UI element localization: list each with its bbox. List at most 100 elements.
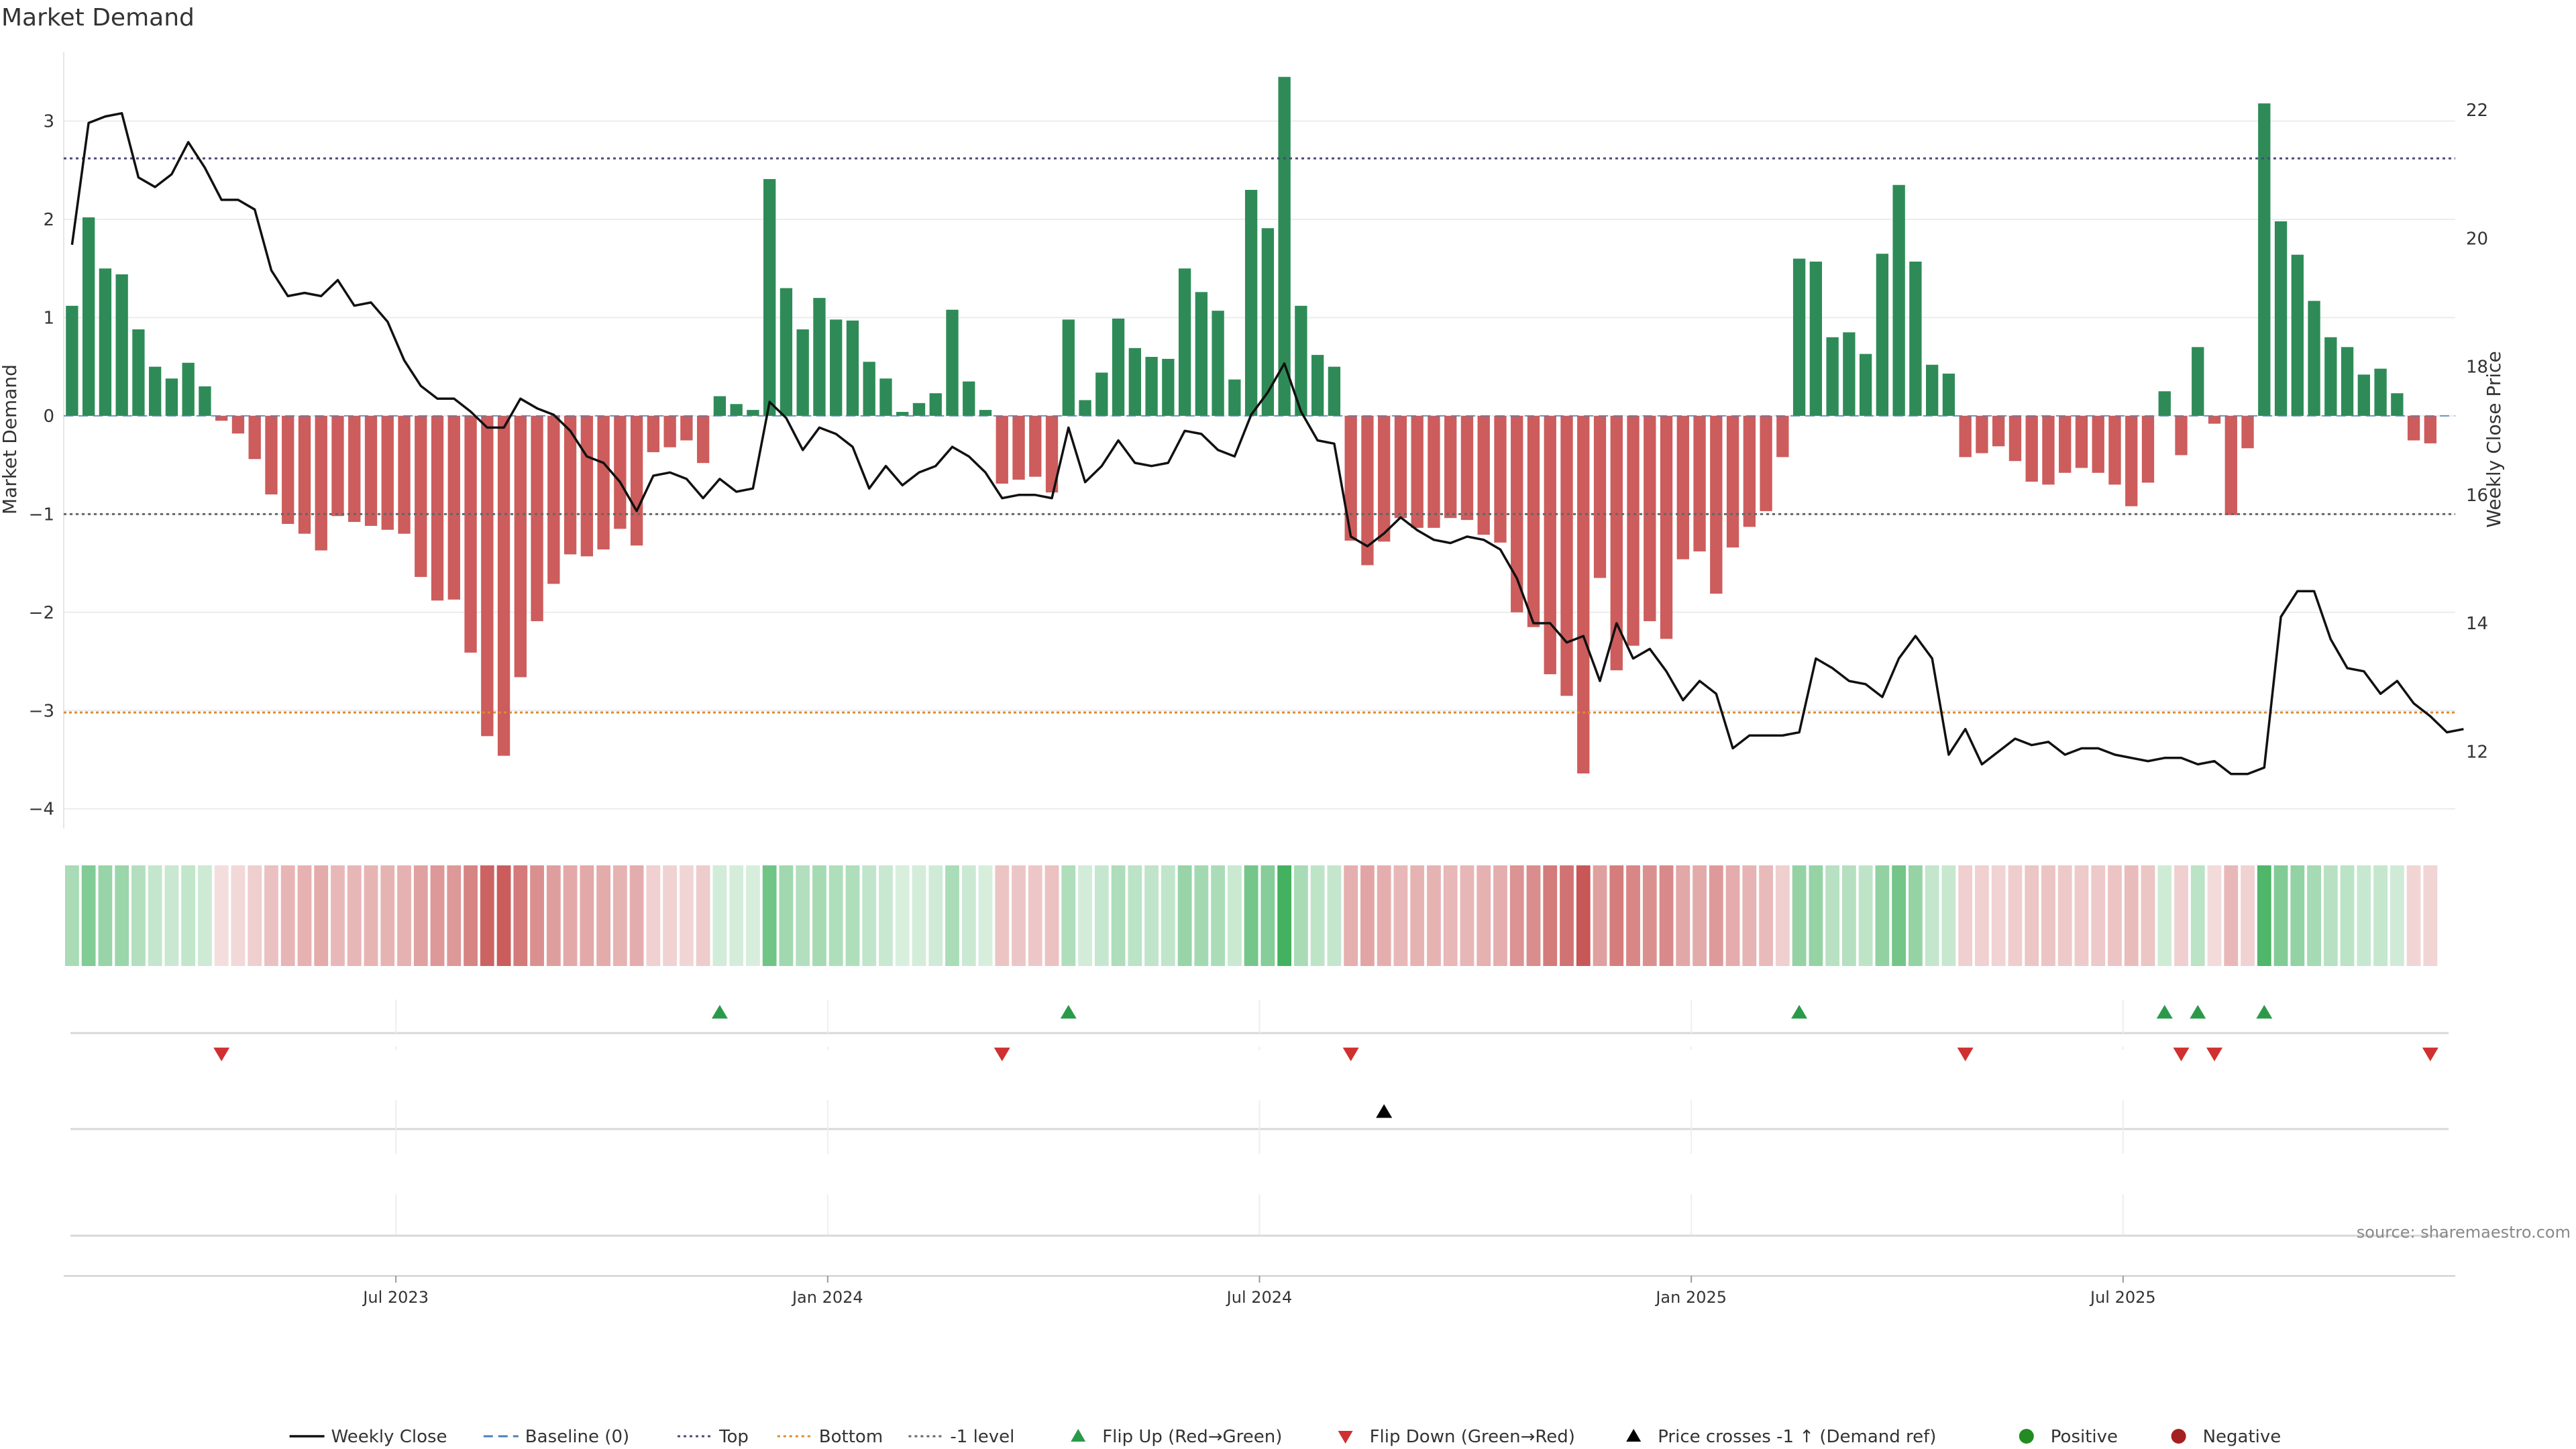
demand-bar: [614, 415, 627, 529]
price-cross-marker: [1376, 1104, 1393, 1118]
y2-tick-label: 20: [2466, 229, 2488, 249]
demand-heat-cell: [696, 865, 710, 966]
x-tick-label: Jul 2023: [362, 1288, 429, 1307]
demand-heat-cell: [513, 865, 528, 966]
flip-up-marker: [2256, 1005, 2273, 1019]
demand-heat-cell: [596, 865, 610, 966]
demand-heat-cell: [2041, 865, 2055, 966]
y-tick-label: −4: [29, 800, 54, 820]
demand-heat-cell: [1377, 865, 1391, 966]
demand-bar: [1460, 415, 1474, 521]
legend-item: Price crosses -1 ↑ (Demand ref): [1626, 1427, 1936, 1447]
demand-bar: [1942, 373, 1955, 416]
legend-label: Bottom: [819, 1427, 883, 1447]
demand-bar: [481, 415, 494, 737]
demand-bar: [547, 415, 560, 584]
demand-bar: [431, 415, 444, 601]
demand-bar: [447, 415, 460, 600]
demand-bar: [2291, 254, 2304, 416]
demand-heat-cell: [181, 865, 196, 966]
demand-bar: [1760, 415, 1772, 511]
demand-bar: [1128, 347, 1141, 416]
demand-heat-cell: [2340, 865, 2355, 966]
demand-bar: [1776, 415, 1789, 458]
demand-bar: [1145, 357, 1158, 416]
demand-bar: [1693, 415, 1706, 551]
demand-bar: [680, 415, 693, 441]
demand-heat-cell: [995, 865, 1010, 966]
demand-bar: [597, 415, 610, 550]
demand-bar: [813, 298, 826, 416]
legend-item: -1 level: [908, 1427, 1014, 1447]
demand-heat-cell: [148, 865, 162, 966]
demand-heat-cell: [2091, 865, 2106, 966]
demand-heat-cell: [2224, 865, 2239, 966]
demand-heat-cell: [1543, 865, 1558, 966]
demand-heat-cell: [2307, 865, 2321, 966]
price-layer: [70, 112, 2464, 775]
demand-heat-cell: [729, 865, 744, 966]
demand-heat-cell: [1293, 865, 1308, 966]
demand-bar: [2208, 415, 2221, 424]
demand-heat-cell: [1244, 865, 1258, 966]
demand-heat-cell: [1742, 865, 1757, 966]
y2-axis-label: Weekly Close Price: [2483, 351, 2505, 527]
demand-heat-cell: [2241, 865, 2255, 966]
demand-heat-cell: [2157, 865, 2172, 966]
flip-up-marker: [1791, 1005, 1808, 1019]
demand-bar: [713, 396, 727, 416]
legend-label: Baseline (0): [525, 1427, 629, 1447]
demand-bar: [1477, 415, 1490, 535]
demand-heat-cell: [1028, 865, 1042, 966]
demand-bar: [2125, 415, 2138, 506]
y2-tick-label: 22: [2466, 101, 2488, 121]
demand-bar: [780, 288, 793, 416]
demand-heat-cell: [2390, 865, 2404, 966]
demand-heat-cell: [430, 865, 445, 966]
flip-up-marker: [2156, 1005, 2173, 1019]
demand-heat-cell: [1260, 865, 1275, 966]
demand-heat-cell: [663, 865, 678, 966]
legend-label: Price crosses -1 ↑ (Demand ref): [1658, 1427, 1936, 1447]
demand-bar: [2075, 415, 2088, 468]
demand-heat-cell: [629, 865, 644, 966]
demand-heat-cell: [331, 865, 345, 966]
flip-up-marker: [1060, 1005, 1077, 1019]
demand-heat-cell: [413, 865, 428, 966]
demand-bar: [165, 378, 178, 416]
demand-heat-cell: [2406, 865, 2421, 966]
demand-bar: [564, 415, 577, 555]
demand-bar: [1261, 228, 1275, 416]
legend-circle-icon: [2019, 1429, 2034, 1444]
demand-bar: [879, 378, 892, 416]
demand-bar: [298, 415, 311, 534]
demand-heat-cell: [1094, 865, 1109, 966]
flip-up-marker: [2190, 1005, 2206, 1019]
demand-bar: [1278, 76, 1291, 416]
demand-heat-cell: [1177, 865, 1192, 966]
demand-heat-cell: [845, 865, 860, 966]
demand-bar: [2258, 103, 2271, 416]
demand-bar: [1012, 415, 1025, 480]
demand-bar: [1494, 415, 1507, 543]
demand-heat-cell: [1909, 865, 1923, 966]
demand-bar: [929, 393, 942, 416]
demand-heat-cell: [2074, 865, 2089, 966]
demand-bar: [1095, 372, 1108, 416]
demand-bar: [1710, 415, 1723, 594]
demand-heat-cell: [1211, 865, 1226, 966]
demand-bar: [1859, 354, 1872, 416]
demand-heat-cell: [1709, 865, 1723, 966]
demand-heat-cell: [1659, 865, 1674, 966]
demand-heat-cell: [1676, 865, 1690, 966]
demand-heat-cell: [1493, 865, 1507, 966]
demand-bar: [1892, 184, 1905, 416]
demand-bar: [231, 415, 245, 434]
legend-label: Negative: [2203, 1427, 2282, 1447]
demand-heat-cell: [1509, 865, 1524, 966]
demand-heat-cell: [2207, 865, 2222, 966]
demand-heat-cell: [1626, 865, 1640, 966]
demand-bar: [1976, 415, 1988, 453]
demand-bar: [1992, 415, 2005, 447]
demand-bar: [1843, 332, 1856, 416]
